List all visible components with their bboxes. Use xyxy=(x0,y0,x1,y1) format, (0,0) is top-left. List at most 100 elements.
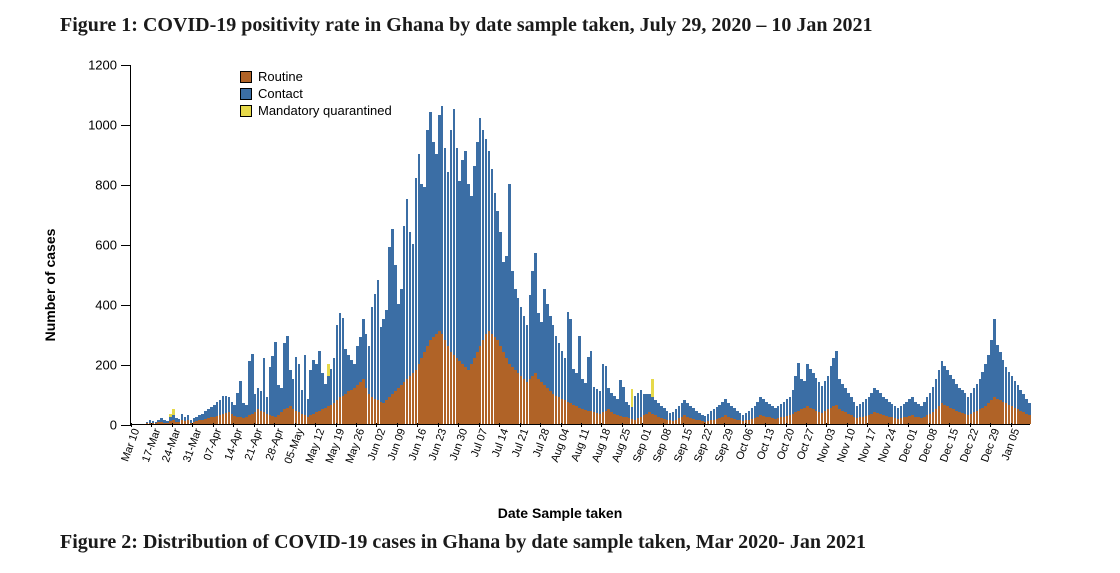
x-tick xyxy=(336,423,337,427)
x-tick-label: Sep 22 xyxy=(692,427,715,464)
x-tick-label: May 26 xyxy=(344,427,368,465)
x-tick-label: 31-Mar xyxy=(181,427,204,464)
figure-1-title: Figure 1: COVID-19 positivity rate in Gh… xyxy=(60,14,1080,37)
x-tick-label: Sep 08 xyxy=(651,427,674,464)
x-tick xyxy=(192,423,193,427)
x-tick-label: 24-Mar xyxy=(160,427,183,464)
x-tick xyxy=(806,423,807,427)
legend-item: Routine xyxy=(240,69,392,84)
y-tick-label: 1200 xyxy=(88,58,131,73)
legend-label: Mandatory quarantined xyxy=(258,103,392,118)
legend-swatch xyxy=(240,105,252,117)
x-tick xyxy=(826,423,827,427)
legend-item: Mandatory quarantined xyxy=(240,103,392,118)
bar-column xyxy=(1028,403,1031,424)
x-tick xyxy=(888,423,889,427)
x-tick-label: Jun 09 xyxy=(386,427,409,462)
x-tick xyxy=(233,423,234,427)
x-tick xyxy=(520,423,521,427)
x-tick xyxy=(642,423,643,427)
x-tick xyxy=(438,423,439,427)
x-tick xyxy=(131,423,132,427)
y-tick-label: 200 xyxy=(95,358,131,373)
legend-label: Contact xyxy=(258,86,303,101)
x-tick xyxy=(683,423,684,427)
x-tick-label: 07-Apr xyxy=(202,427,225,462)
bar-segment-mandatory xyxy=(651,379,654,397)
x-tick xyxy=(765,423,766,427)
x-tick xyxy=(929,423,930,427)
x-tick xyxy=(990,423,991,427)
x-tick-label: Jun 16 xyxy=(407,427,430,462)
bar-segment-contact xyxy=(1028,403,1031,415)
x-tick xyxy=(745,423,746,427)
x-tick xyxy=(397,423,398,427)
x-tick xyxy=(786,423,787,427)
x-tick-label: Nov 10 xyxy=(835,427,858,464)
x-tick xyxy=(724,423,725,427)
x-tick-label: Dec 08 xyxy=(917,427,940,464)
x-tick-label: 28-Apr xyxy=(263,427,286,462)
x-tick-label: Jul 07 xyxy=(469,427,490,459)
x-tick-label: Aug 11 xyxy=(570,427,593,463)
legend-label: Routine xyxy=(258,69,303,84)
x-tick xyxy=(295,423,296,427)
x-tick-label: Jul 14 xyxy=(490,427,511,459)
y-tick-label: 0 xyxy=(110,418,131,433)
x-tick-label: Nov 24 xyxy=(876,427,899,464)
x-tick xyxy=(601,423,602,427)
legend-swatch xyxy=(240,71,252,83)
x-tick xyxy=(254,423,255,427)
figure-container: Figure 1: COVID-19 positivity rate in Gh… xyxy=(0,0,1120,572)
x-tick xyxy=(458,423,459,427)
x-axis-label: Date Sample taken xyxy=(498,505,623,525)
x-tick-label: Oct 06 xyxy=(734,427,756,462)
legend: Routine Contact Mandatory quarantined xyxy=(240,69,392,120)
x-tick xyxy=(151,423,152,427)
y-axis-label: Number of cases xyxy=(42,229,58,342)
y-tick-label: 1000 xyxy=(88,118,131,133)
x-tick-label: Jan 05 xyxy=(1000,427,1023,462)
x-tick xyxy=(581,423,582,427)
x-tick xyxy=(479,423,480,427)
figure-2-title: Figure 2: Distribution of COVID-19 cases… xyxy=(60,531,1080,554)
x-tick xyxy=(847,423,848,427)
x-tick-label: Oct 27 xyxy=(795,427,817,462)
x-tick xyxy=(622,423,623,427)
x-tick xyxy=(499,423,500,427)
x-tick-label: Dec 29 xyxy=(979,427,1002,464)
x-tick xyxy=(867,423,868,427)
x-tick xyxy=(1011,423,1012,427)
x-tick xyxy=(417,423,418,427)
x-tick-label: Oct 13 xyxy=(754,427,776,462)
x-tick xyxy=(274,423,275,427)
x-tick xyxy=(663,423,664,427)
x-tick xyxy=(356,423,357,427)
legend-swatch xyxy=(240,88,252,100)
x-tick-label: Aug 25 xyxy=(610,427,633,464)
x-tick xyxy=(949,423,950,427)
y-tick-label: 400 xyxy=(95,298,131,313)
x-tick-label: 21-Apr xyxy=(243,427,266,462)
x-tick xyxy=(540,423,541,427)
x-tick xyxy=(315,423,316,427)
x-tick xyxy=(704,423,705,427)
x-tick-label: Jul 28 xyxy=(531,427,552,459)
x-tick-label: Sep 29 xyxy=(713,427,736,464)
y-tick-label: 800 xyxy=(95,178,131,193)
x-tick xyxy=(970,423,971,427)
x-tick-label: 14-Apr xyxy=(222,427,245,462)
x-tick-area: Mar 1017-Mar24-Mar31-Mar07-Apr14-Apr21-A… xyxy=(130,425,1030,495)
x-tick xyxy=(908,423,909,427)
x-tick xyxy=(213,423,214,427)
bar-segment-routine xyxy=(1028,415,1031,424)
x-tick xyxy=(376,423,377,427)
x-tick-label: Oct 20 xyxy=(775,427,797,462)
legend-item: Contact xyxy=(240,86,392,101)
x-tick xyxy=(172,423,173,427)
x-tick-label: Dec 22 xyxy=(958,427,981,464)
chart-area: Number of cases 020040060080010001200 Ro… xyxy=(60,45,1060,525)
x-tick-label: Jun 30 xyxy=(447,427,470,462)
x-tick-label: Jul 21 xyxy=(510,427,531,459)
x-tick xyxy=(561,423,562,427)
